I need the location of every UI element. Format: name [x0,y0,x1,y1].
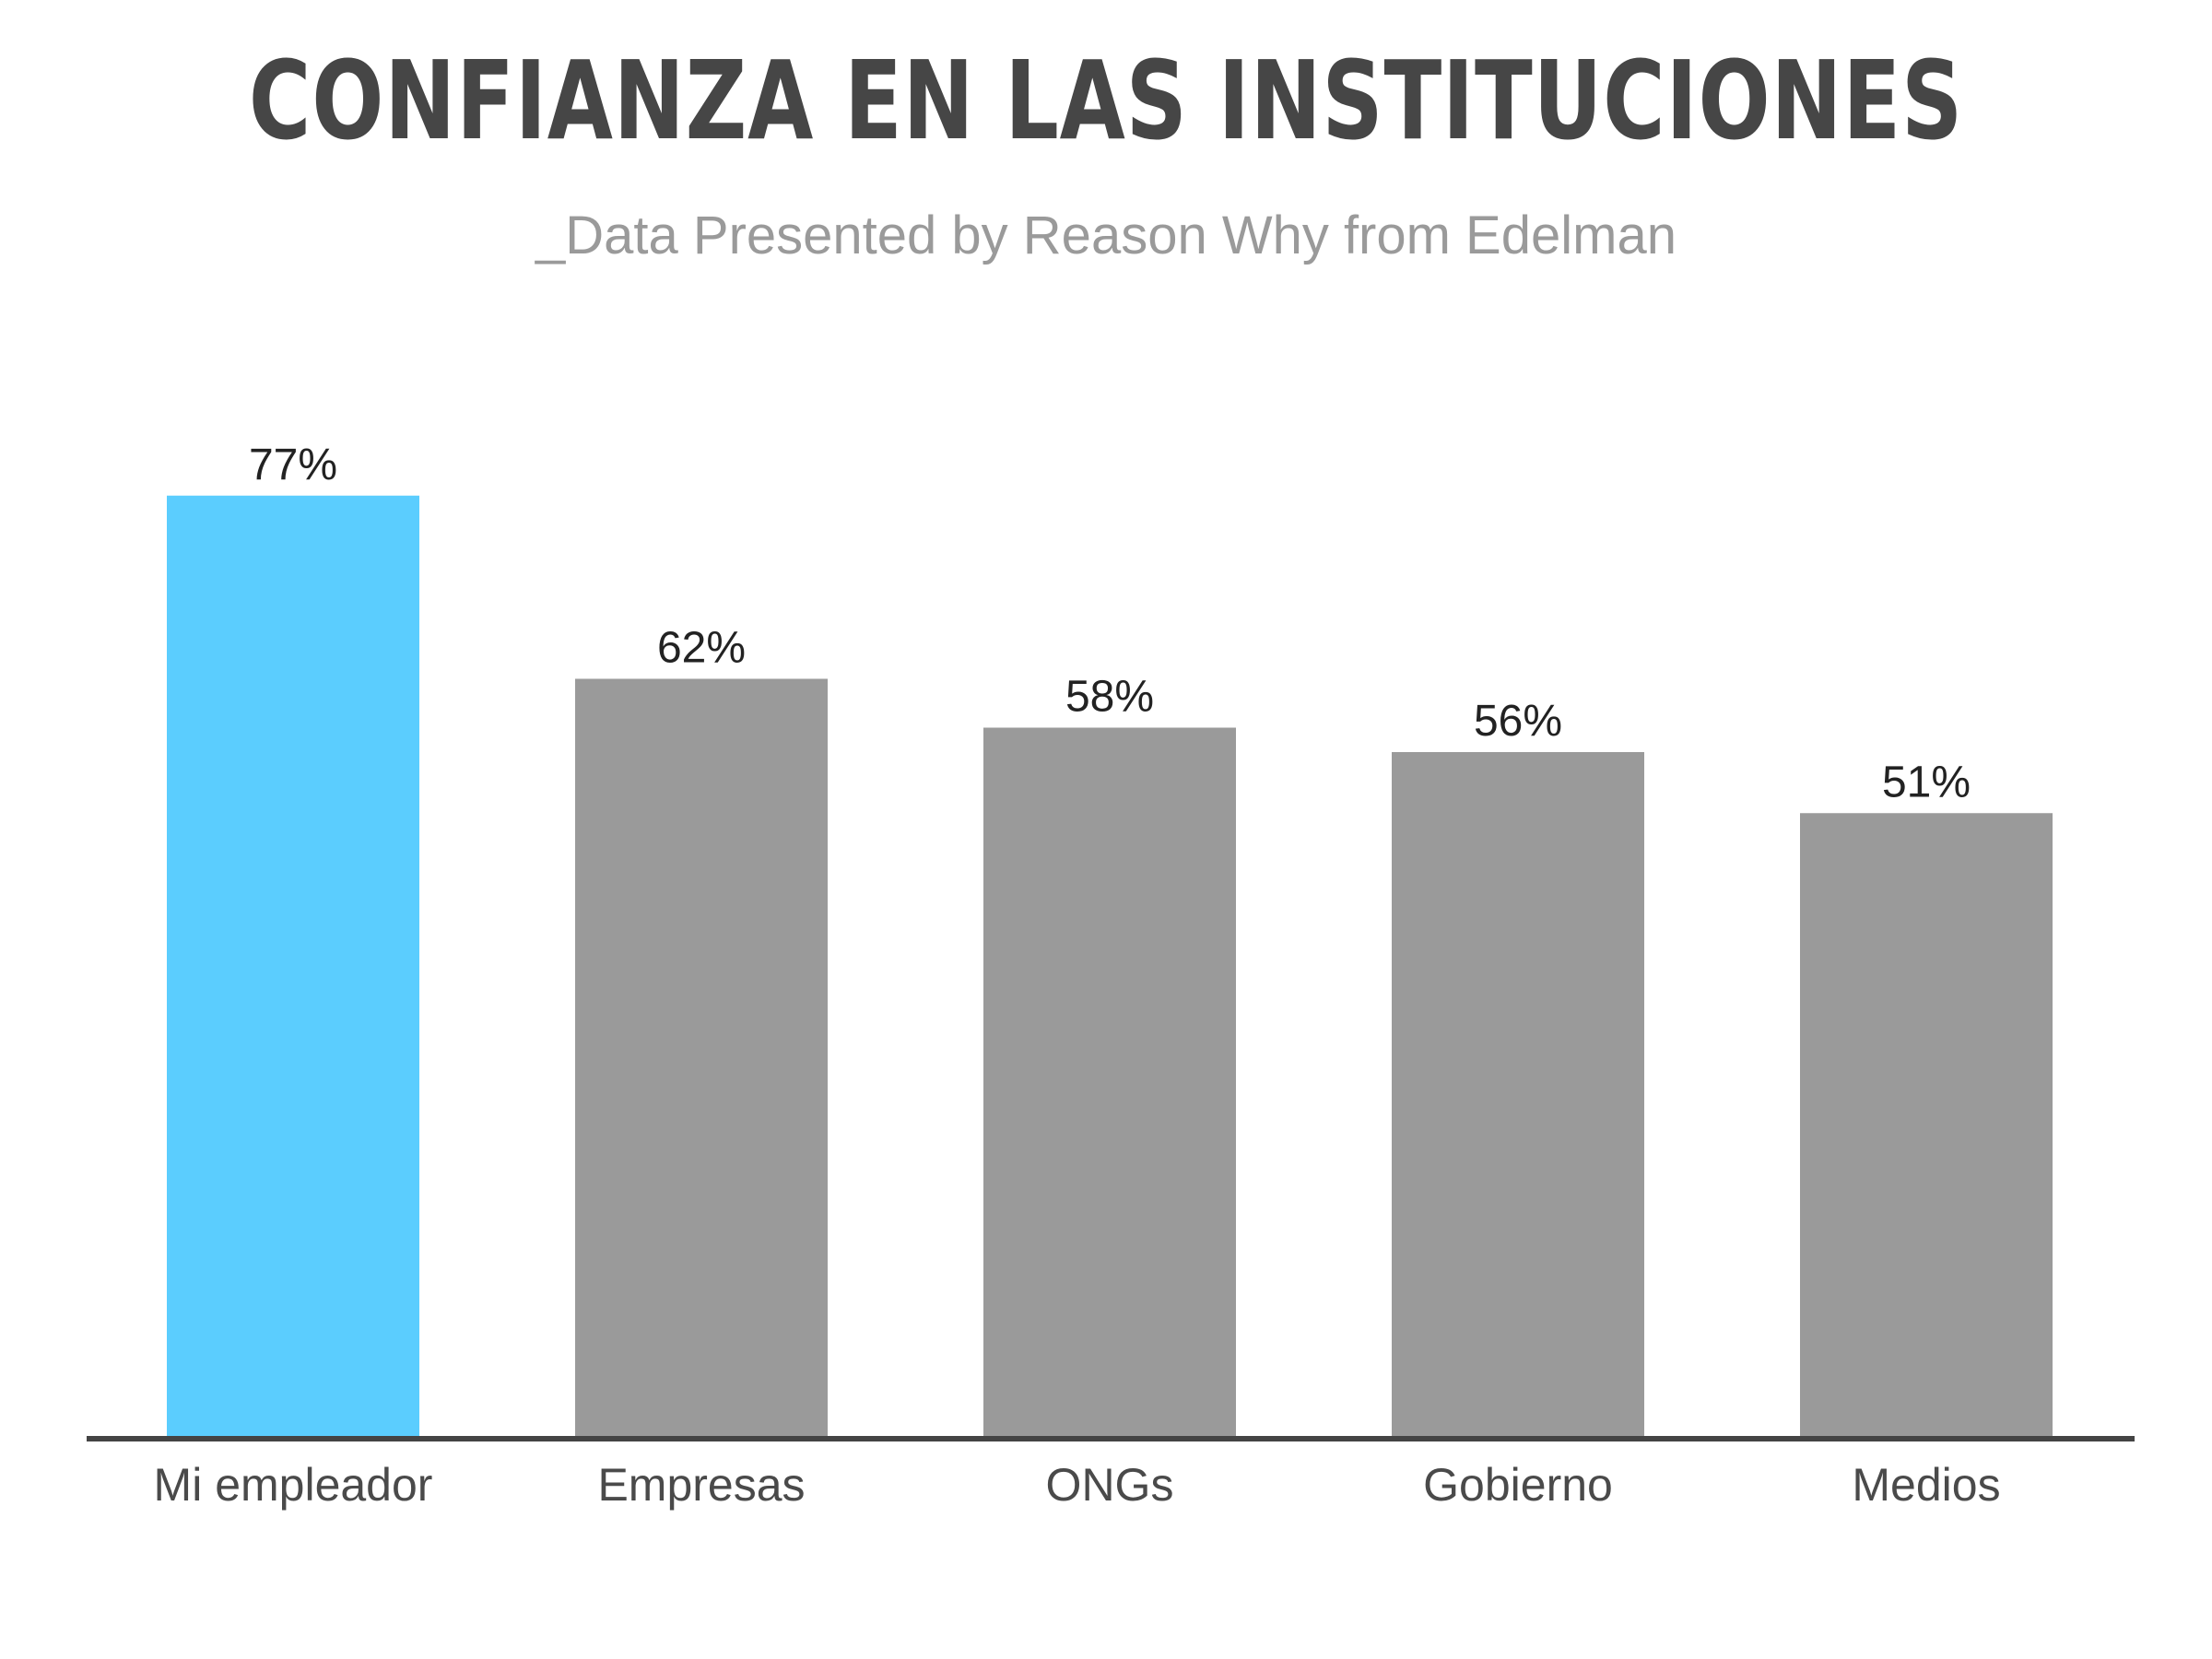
chart-title: CONFIANZA EN LAS INSTITUCIONES [248,37,1964,164]
bar-gobierno [1392,752,1644,1436]
labels-group: 77% Mi empleador 62% Empresas 58% ONGs 56% Gobi… [154,441,2001,1511]
bar-value-label: 62% [657,624,746,673]
chart-subtitle: _Data Presented by Reason Why from Edelm… [535,206,1677,265]
bars-group [167,495,2053,1436]
category-label: ONGs [1046,1459,1174,1511]
bar-medios [1800,813,2053,1436]
bar-mi-empleador [167,495,419,1436]
bar-value-label: 58% [1065,673,1154,722]
bar-value-label: 77% [249,441,337,489]
bar-empresas [575,678,828,1436]
category-label: Mi empleador [154,1459,433,1511]
bar-ongs [983,727,1236,1436]
bar-value-label: 51% [1882,758,1971,806]
category-label: Medios [1852,1459,2000,1511]
category-label: Gobierno [1423,1459,1613,1511]
bar-value-label: 56% [1474,697,1562,746]
category-label: Empresas [597,1459,805,1511]
